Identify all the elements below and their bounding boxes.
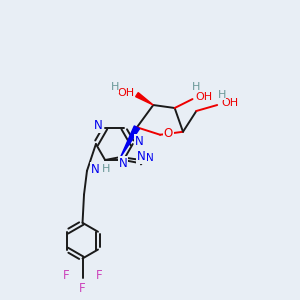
- Text: H: H: [102, 164, 110, 174]
- Text: F: F: [96, 269, 102, 282]
- Text: N: N: [137, 150, 146, 163]
- Polygon shape: [121, 126, 140, 157]
- Text: F: F: [79, 282, 86, 295]
- Text: F: F: [63, 269, 70, 282]
- Polygon shape: [136, 93, 153, 105]
- Text: H: H: [218, 90, 226, 100]
- Text: N: N: [91, 163, 100, 176]
- Text: H: H: [110, 82, 119, 92]
- Text: OH: OH: [117, 88, 134, 98]
- Text: N: N: [135, 135, 144, 148]
- Text: N: N: [118, 157, 127, 170]
- Text: O: O: [164, 127, 173, 140]
- Text: N: N: [146, 153, 154, 163]
- Text: OH: OH: [221, 98, 238, 108]
- Text: H: H: [192, 82, 200, 92]
- Text: N: N: [94, 119, 103, 132]
- Text: OH: OH: [195, 92, 212, 102]
